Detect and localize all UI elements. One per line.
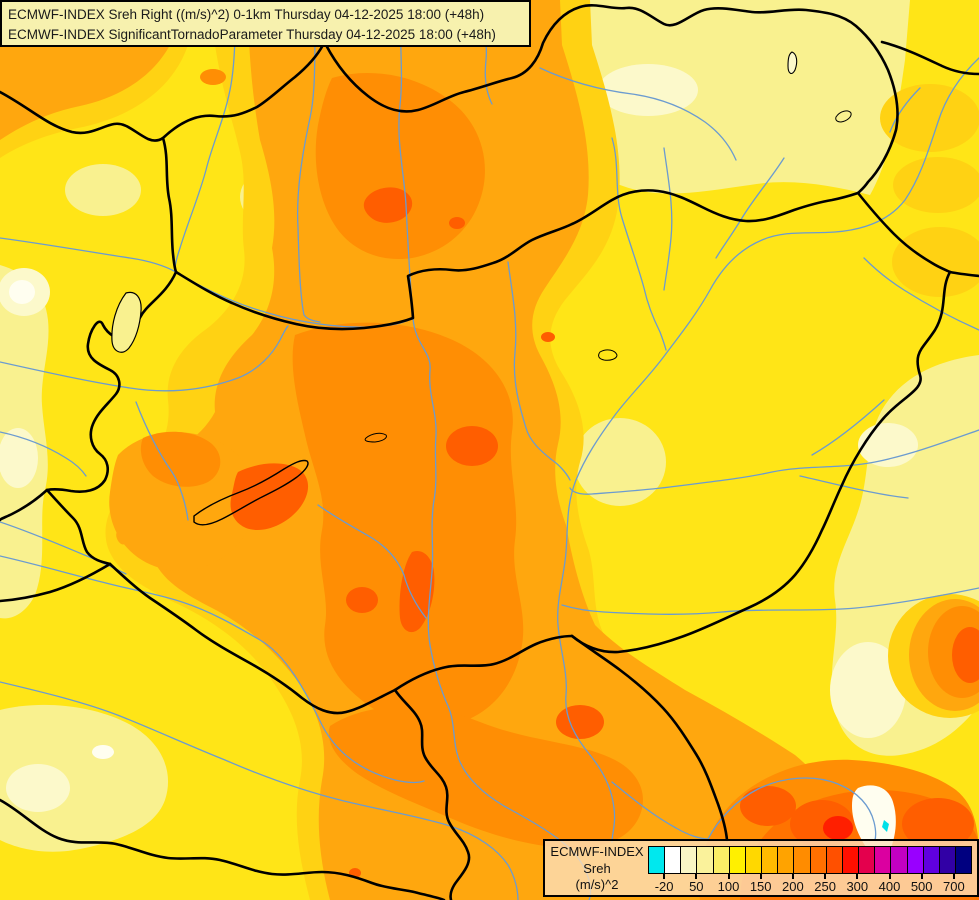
river-laborec <box>539 67 737 161</box>
legend-tick <box>663 874 666 879</box>
lake-velence <box>364 432 387 443</box>
river-sava <box>0 681 519 900</box>
legend-swatch <box>923 847 940 873</box>
legend-swatch <box>762 847 779 873</box>
border-hr-rs <box>393 688 471 900</box>
river-begej <box>611 777 877 841</box>
border-hu-rs <box>393 634 574 692</box>
contour-cyan-spot <box>882 820 889 832</box>
border-hu-ua <box>856 191 952 274</box>
legend-swatch <box>907 847 924 873</box>
lakes <box>111 51 852 526</box>
border-hu-ro <box>570 270 952 654</box>
river-raba <box>0 325 289 392</box>
legend-tick <box>695 874 698 879</box>
river-vah <box>296 0 321 323</box>
river-koros <box>569 429 979 495</box>
legend-tick-label: 250 <box>814 879 836 894</box>
legend-swatch <box>778 847 795 873</box>
title-line-2: ECMWF-INDEX SignificantTornadoParameter … <box>8 26 496 42</box>
title-line-1: ECMWF-INDEX Sreh Right ((m/s)^2) 0-1km T… <box>8 7 485 22</box>
legend-swatch <box>794 847 811 873</box>
river-drava <box>0 555 425 784</box>
border-si-hr <box>0 562 112 603</box>
legend-swatch <box>697 847 714 873</box>
border-sk-hu <box>174 189 860 331</box>
lake-ua-small <box>835 110 852 123</box>
legend-tick-label: 300 <box>846 879 869 894</box>
legend-swatch <box>745 847 763 873</box>
legend-label-block: ECMWF-INDEX Sreh (m/s)^2 <box>547 844 647 894</box>
legend-product-label: ECMWF-INDEX <box>550 844 644 859</box>
legend-tick-label: 150 <box>749 879 772 894</box>
legend-tick <box>727 874 730 879</box>
border-pl-ua <box>880 40 979 76</box>
legend-tick <box>791 874 794 879</box>
map-title-bar: ECMWF-INDEX Sreh Right ((m/s)^2) 0-1km T… <box>0 0 531 47</box>
border-at-si <box>0 488 49 522</box>
legend-swatch <box>729 847 746 873</box>
legend-swatch <box>859 847 876 873</box>
legend-swatch <box>891 847 908 873</box>
legend-tick-label: 700 <box>943 879 965 894</box>
legend-color-bar <box>648 846 972 874</box>
legend-tick-label: 50 <box>689 879 704 894</box>
river-hron <box>398 0 414 316</box>
legend-swatch <box>955 847 972 873</box>
river-ne-small <box>889 87 921 133</box>
lake-tisza-to <box>598 349 618 361</box>
legend-swatch <box>713 847 730 873</box>
legend-units-label: (m/s)^2 <box>575 877 619 892</box>
legend-swatch <box>649 847 666 873</box>
border-hr-ba <box>0 798 446 900</box>
river-hornad <box>663 147 673 291</box>
river-bodrog <box>715 157 785 259</box>
legend-tick-label: 200 <box>782 879 804 894</box>
legend-swatch <box>842 847 860 873</box>
border-hu-hr <box>108 562 397 715</box>
river-sio <box>317 504 427 619</box>
river-koros-branch <box>811 399 885 456</box>
legend-tick <box>856 874 859 879</box>
country-borders <box>0 4 979 900</box>
legend-tick-label: 100 <box>717 879 740 894</box>
river-zagyva <box>507 261 571 481</box>
river-szamos <box>863 257 979 331</box>
legend-swatch <box>665 847 682 873</box>
legend-tick <box>952 874 955 879</box>
legend-swatch <box>681 847 698 873</box>
legend-tick-label: 400 <box>878 879 901 894</box>
legend-tick-label: 500 <box>910 879 933 894</box>
river-tisza <box>557 57 979 843</box>
lake-orava <box>787 51 798 75</box>
river-morava <box>174 0 239 273</box>
legend-swatch <box>810 847 827 873</box>
border-si-hu <box>45 488 112 566</box>
legend-tick <box>888 874 891 879</box>
legend-tick <box>824 874 827 879</box>
river-austria-s <box>0 431 87 477</box>
legend-swatch <box>826 847 843 873</box>
contour-red-core <box>823 816 853 840</box>
border-ro-rs <box>570 634 729 842</box>
lake-neusiedl <box>111 291 142 353</box>
legend-swatch <box>939 847 956 873</box>
legend: ECMWF-INDEX Sreh (m/s)^2 -20 50 100 150 200 2… <box>543 839 979 897</box>
legend-swatch <box>875 847 892 873</box>
legend-parameter-label: Sreh <box>583 860 611 876</box>
river-sajo <box>611 137 667 351</box>
border-pl-sk-ua <box>324 4 899 195</box>
legend-tick <box>920 874 923 879</box>
river-koros-branch2 <box>799 475 909 499</box>
border-at-sk-hu-west <box>45 136 178 493</box>
river-zala <box>135 401 189 521</box>
lake-balaton <box>193 459 309 526</box>
legend-tick <box>759 874 762 879</box>
legend-tick-label: -20 <box>654 879 674 894</box>
border-ua-ro <box>948 270 979 278</box>
